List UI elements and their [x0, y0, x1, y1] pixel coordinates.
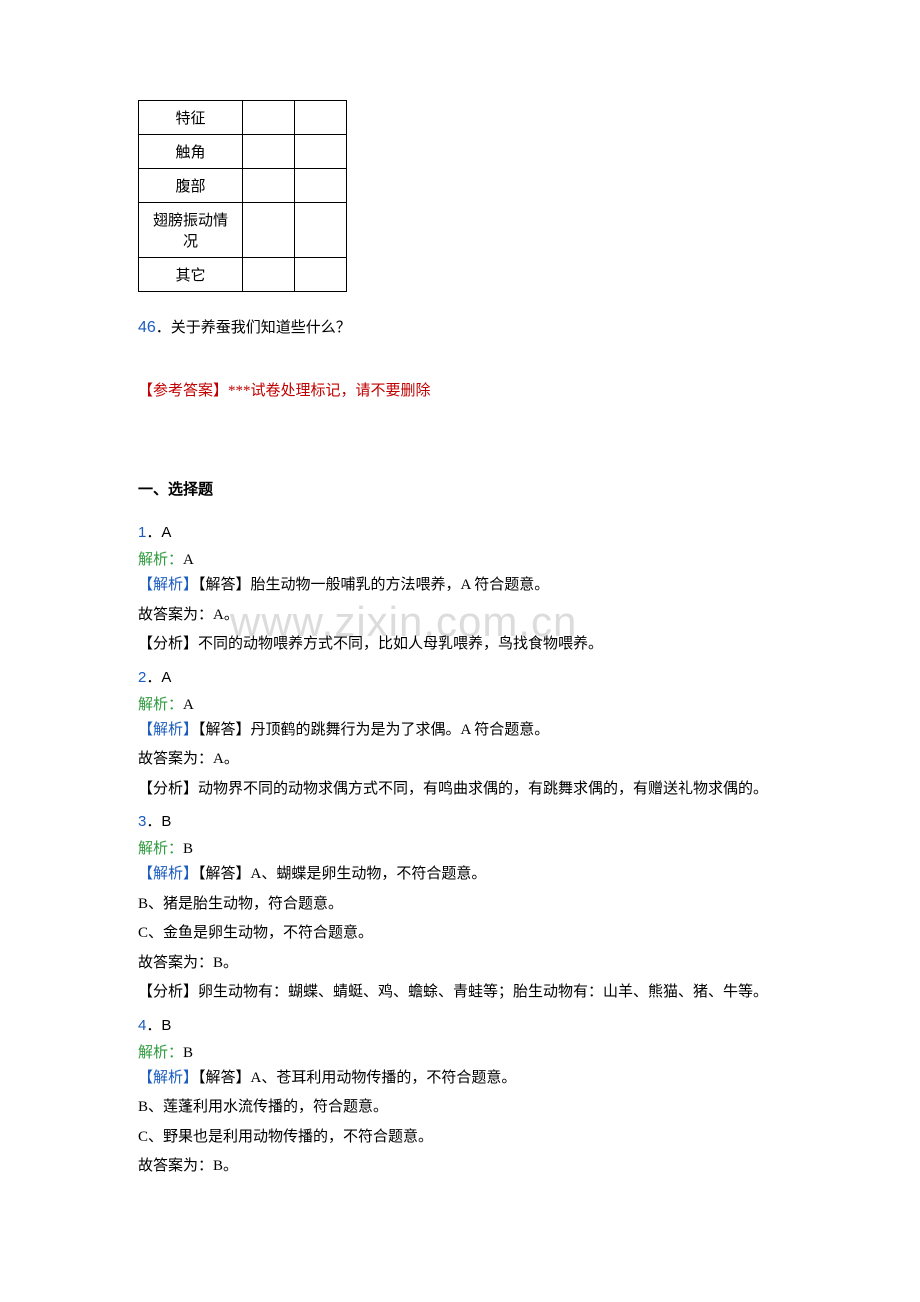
table-row: 腹部 [139, 169, 347, 203]
conclusion: 故答案为：B。 [138, 1154, 782, 1180]
answer-letter-value: B [161, 1017, 171, 1034]
question-number: 46 [138, 319, 156, 336]
conclusion: 故答案为：A。 [138, 603, 782, 629]
jiexi-label: 解析： [138, 697, 183, 713]
explain-bracket: 【解析】 [138, 722, 198, 738]
answer-letter-value: B [161, 813, 171, 830]
table-row: 其它 [139, 258, 347, 292]
analysis-text: 动物界不同的动物求偶方式不同，有鸣曲求偶的，有跳舞求偶的，有赠送礼物求偶的。 [198, 781, 768, 797]
table-cell [295, 101, 347, 135]
conclusion: 故答案为：B。 [138, 951, 782, 977]
answer-marker: 【参考答案】***试卷处理标记，请不要删除 [138, 379, 782, 400]
explain-text-b: B、猪是胎生动物，符合题意。 [138, 892, 782, 918]
answer-letter: ． [146, 813, 161, 830]
answer-block-1: 1．A 解析：A 【解析】【解答】胎生动物一般哺乳的方法喂养，A 符合题意。 故… [138, 521, 782, 658]
table-cell [243, 101, 295, 135]
analysis-label: 【分析】 [138, 781, 198, 797]
jiexi-line: 解析：A [138, 548, 782, 569]
analysis-line: 【分析】动物界不同的动物求偶方式不同，有鸣曲求偶的，有跳舞求偶的，有赠送礼物求偶… [138, 777, 782, 803]
answer-letter-value: A [161, 524, 171, 541]
table-row: 触角 [139, 135, 347, 169]
answer-letter: ． [146, 669, 161, 686]
answer-key-label: 【参考答案】 [138, 383, 228, 399]
explain-bracket: 【解析】 [138, 866, 198, 882]
analysis-line: 【分析】不同的动物喂养方式不同，比如人母乳喂养，鸟找食物喂养。 [138, 632, 782, 658]
explain-line: 【解析】【解答】胎生动物一般哺乳的方法喂养，A 符合题意。 [138, 573, 782, 599]
table-cell [295, 258, 347, 292]
explain-text-c: C、金鱼是卵生动物，不符合题意。 [138, 921, 782, 947]
table-row: 翅膀振动情况 [139, 203, 347, 258]
table-cell [295, 169, 347, 203]
section-heading: 一、选择题 [138, 478, 782, 499]
explain-label2: 【解答】 [198, 722, 251, 738]
table-cell: 翅膀振动情况 [139, 203, 243, 258]
features-table: 特征 触角 腹部 翅膀振动情况 其它 [138, 100, 347, 292]
explain-bracket: 【解析】 [138, 1070, 198, 1086]
table-cell [243, 203, 295, 258]
table-cell [295, 135, 347, 169]
answer-letter: ． [146, 524, 161, 541]
jiexi-label: 解析： [138, 841, 183, 857]
jiexi-short: B [183, 841, 193, 857]
table-cell: 其它 [139, 258, 243, 292]
table-cell [295, 203, 347, 258]
jiexi-short: A [183, 697, 194, 713]
explain-label2: 【解答】 [198, 1070, 251, 1086]
analysis-label: 【分析】 [138, 984, 198, 1000]
answer-key-note: ***试卷处理标记，请不要删除 [228, 383, 431, 399]
explain-label2: 【解答】 [198, 866, 251, 882]
analysis-text: 卵生动物有：蝴蝶、蜻蜓、鸡、蟾蜍、青蛙等；胎生动物有：山羊、熊猫、猪、牛等。 [198, 984, 768, 1000]
table-row: 特征 [139, 101, 347, 135]
answer-block-2: 2．A 解析：A 【解析】【解答】丹顶鹤的跳舞行为是为了求偶。A 符合题意。 故… [138, 666, 782, 803]
analysis-text: 不同的动物喂养方式不同，比如人母乳喂养，鸟找食物喂养。 [198, 636, 603, 652]
explain-line: 【解析】【解答】A、苍耳利用动物传播的，不符合题意。 [138, 1066, 782, 1092]
answer-block-3: 3．B 解析：B 【解析】【解答】A、蝴蝶是卵生动物，不符合题意。 B、猪是胎生… [138, 810, 782, 1006]
question-text: ．关于养蚕我们知道些什么？ [156, 320, 351, 336]
jiexi-label: 解析： [138, 552, 183, 568]
jiexi-label: 解析： [138, 1045, 183, 1061]
jiexi-line: 解析：B [138, 1041, 782, 1062]
explain-label2: 【解答】 [198, 577, 251, 593]
table-cell: 特征 [139, 101, 243, 135]
jiexi-short: A [183, 552, 194, 568]
answer-block-4: 4．B 解析：B 【解析】【解答】A、苍耳利用动物传播的，不符合题意。 B、莲蓬… [138, 1014, 782, 1180]
explain-bracket: 【解析】 [138, 577, 198, 593]
answer-letter: ． [146, 1017, 161, 1034]
table-cell [243, 258, 295, 292]
explain-line: 【解析】【解答】丹顶鹤的跳舞行为是为了求偶。A 符合题意。 [138, 718, 782, 744]
table-cell [243, 169, 295, 203]
explain-text-c: C、野果也是利用动物传播的，不符合题意。 [138, 1125, 782, 1151]
table-cell: 腹部 [139, 169, 243, 203]
explain-text-a: A、蝴蝶是卵生动物，不符合题意。 [251, 866, 487, 882]
table-cell [243, 135, 295, 169]
jiexi-short: B [183, 1045, 193, 1061]
answer-letter-value: A [161, 669, 171, 686]
explain-text: 丹顶鹤的跳舞行为是为了求偶。A 符合题意。 [251, 722, 550, 738]
jiexi-line: 解析：B [138, 837, 782, 858]
question-46: 46．关于养蚕我们知道些什么？ [138, 316, 782, 337]
explain-text-b: B、莲蓬利用水流传播的，符合题意。 [138, 1095, 782, 1121]
explain-line: 【解析】【解答】A、蝴蝶是卵生动物，不符合题意。 [138, 862, 782, 888]
conclusion: 故答案为：A。 [138, 747, 782, 773]
analysis-label: 【分析】 [138, 636, 198, 652]
table-cell: 触角 [139, 135, 243, 169]
explain-text: 胎生动物一般哺乳的方法喂养，A 符合题意。 [251, 577, 550, 593]
jiexi-line: 解析：A [138, 693, 782, 714]
explain-text-a: A、苍耳利用动物传播的，不符合题意。 [251, 1070, 517, 1086]
analysis-line: 【分析】卵生动物有：蝴蝶、蜻蜓、鸡、蟾蜍、青蛙等；胎生动物有：山羊、熊猫、猪、牛… [138, 980, 782, 1006]
